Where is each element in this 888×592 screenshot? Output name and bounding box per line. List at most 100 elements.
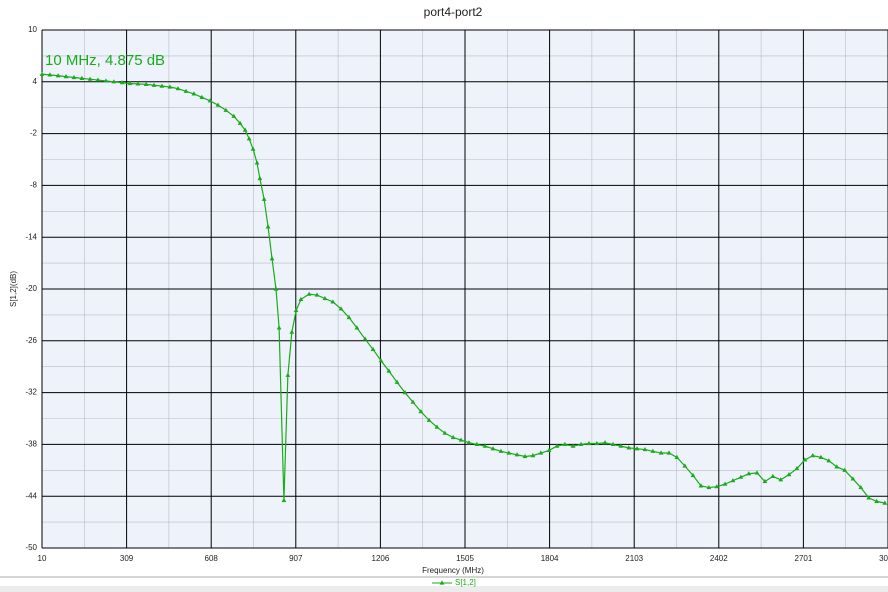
x-tick-label: 10 [38, 554, 47, 563]
data-point [95, 77, 101, 82]
data-point [698, 483, 704, 488]
data-point [530, 453, 536, 458]
data-point [802, 457, 808, 462]
x-tick-label: 1804 [541, 554, 559, 563]
y-tick-label: -32 [25, 388, 37, 397]
y-tick-label: -20 [25, 284, 37, 293]
data-point [306, 291, 312, 296]
data-point [730, 478, 736, 483]
data-point [103, 78, 109, 83]
data-point [602, 440, 608, 445]
data-point [322, 295, 328, 301]
data-point [159, 83, 165, 88]
data-point [514, 452, 520, 457]
data-point [642, 446, 648, 452]
data-point [866, 495, 872, 500]
data-point [402, 390, 408, 395]
data-point [522, 453, 528, 459]
data-point [265, 224, 271, 229]
data-point [690, 472, 696, 478]
data-point [79, 75, 85, 80]
y-tick-label: -50 [25, 543, 37, 552]
data-point [818, 454, 824, 459]
data-point [167, 84, 173, 89]
status-strip [0, 586, 888, 592]
data-point [738, 474, 744, 479]
data-point [257, 175, 263, 181]
data-point [842, 467, 848, 472]
x-tick-label: 608 [205, 554, 219, 563]
x-tick-label: 3000 [879, 554, 888, 563]
data-point [410, 399, 416, 404]
x-tick-label: 309 [120, 554, 134, 563]
y-tick-label: -38 [25, 440, 37, 449]
annotation: 10 MHz, 4.875 dB [45, 52, 165, 69]
x-tick-label: 2402 [710, 554, 728, 563]
data-point [634, 446, 640, 451]
data-point [47, 72, 53, 77]
data-point [682, 463, 688, 468]
data-point [810, 453, 816, 458]
data-point [874, 498, 880, 503]
y-tick-label: -44 [25, 491, 37, 500]
data-point [586, 440, 592, 446]
data-point [834, 464, 840, 469]
data-point [293, 307, 299, 313]
data-point [354, 325, 360, 330]
data-point [127, 80, 133, 86]
data-point [199, 94, 205, 99]
x-tick-label: 2701 [795, 554, 813, 563]
data-point [794, 465, 800, 471]
data-point [826, 458, 832, 463]
data-point [570, 443, 576, 448]
data-point [87, 76, 93, 81]
x-tick-label: 1206 [372, 554, 390, 563]
data-point [426, 417, 432, 422]
data-point [626, 445, 632, 450]
data-point [362, 336, 368, 341]
y-axis-label: S[1,2](dB) [9, 271, 18, 307]
data-point [882, 500, 888, 505]
data-point [450, 434, 456, 440]
data-point [722, 481, 728, 486]
data-point [562, 441, 568, 446]
x-tick-label: 2103 [625, 554, 643, 563]
data-point [458, 437, 464, 442]
x-tick-label: 1505 [456, 554, 474, 563]
data-point [618, 443, 624, 448]
data-point [223, 107, 229, 112]
data-point [578, 441, 584, 446]
data-point [418, 408, 424, 414]
data-point [482, 443, 488, 448]
data-point [183, 88, 189, 93]
data-point [151, 82, 157, 87]
data-point [650, 448, 656, 453]
y-tick-label: -2 [30, 129, 38, 138]
data-point [55, 73, 61, 78]
legend-label: S[1,2] [455, 578, 476, 587]
data-point [658, 450, 664, 455]
data-point [498, 448, 504, 453]
data-point [610, 441, 616, 446]
data-point [237, 120, 243, 125]
data-point [466, 440, 472, 445]
data-point [191, 91, 197, 96]
data-point [276, 325, 282, 330]
data-point [754, 470, 760, 475]
data-point [273, 286, 279, 291]
data-point [546, 447, 552, 453]
data-point [254, 160, 260, 165]
data-point [207, 98, 213, 103]
data-point [215, 102, 221, 107]
data-point [135, 81, 141, 86]
data-point [490, 446, 496, 451]
data-point [434, 424, 440, 429]
data-point [330, 299, 336, 304]
y-tick-label: 10 [28, 25, 37, 34]
data-point [39, 71, 45, 76]
data-point [231, 113, 237, 118]
data-point [594, 440, 600, 446]
data-point [111, 79, 117, 84]
data-point [63, 74, 69, 79]
